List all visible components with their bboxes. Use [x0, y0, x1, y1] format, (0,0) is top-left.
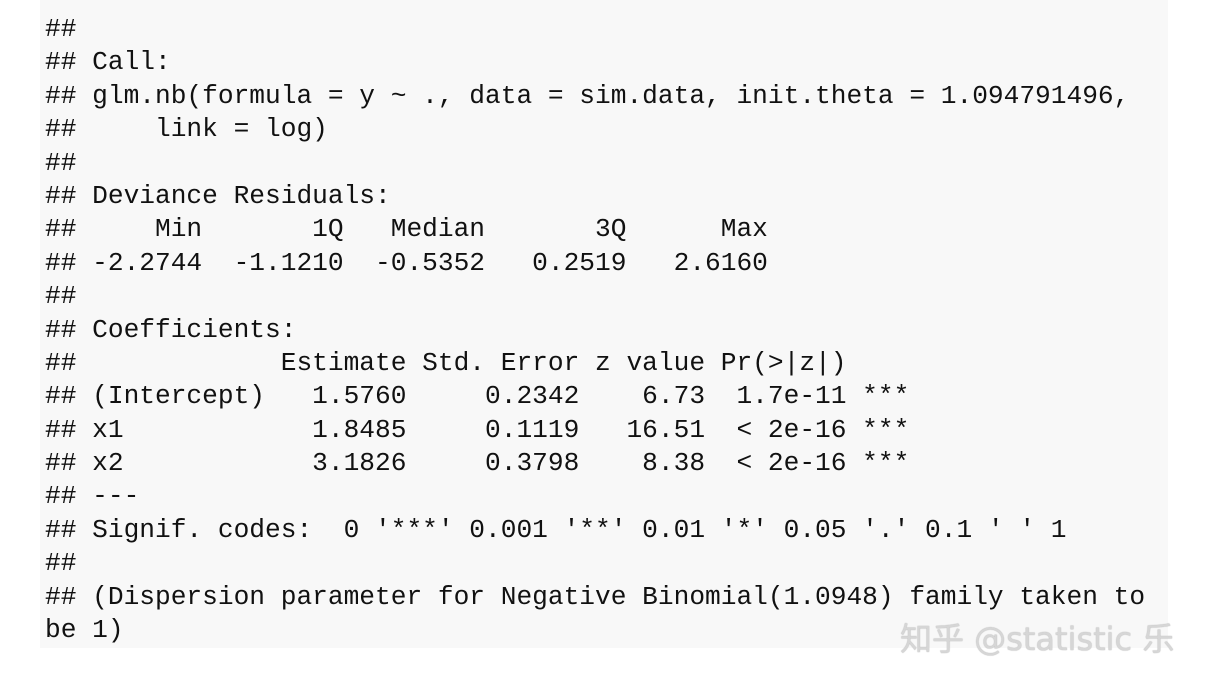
code-line: ## x2 3.1826 0.3798 8.38 < 2e-16 ***	[45, 448, 910, 479]
code-line: ## (Dispersion parameter for Negative Bi…	[45, 581, 1146, 612]
code-line: be 1)	[45, 615, 124, 646]
code-line: ## Signif. codes: 0 '***' 0.001 '**' 0.0…	[45, 514, 1067, 545]
code-line: ##	[45, 147, 77, 178]
watermark: 知乎 @statistic 乐	[900, 620, 1175, 658]
code-line: ##	[45, 281, 77, 312]
code-line: ## -2.2744 -1.1210 -0.5352 0.2519 2.6160	[45, 247, 800, 278]
code-line: ## Deviance Residuals:	[45, 180, 407, 211]
code-line: ## link = log)	[45, 114, 328, 145]
code-block	[40, 0, 1168, 648]
code-line: ##	[45, 548, 77, 579]
code-line: ## Coefficients:	[45, 314, 297, 345]
code-line: ## Call:	[45, 47, 171, 78]
code-line: ## x1 1.8485 0.1119 16.51 < 2e-16 ***	[45, 414, 910, 445]
code-line: ## Min 1Q Median 3Q Max	[45, 214, 800, 245]
code-line: ## glm.nb(formula = y ~ ., data = sim.da…	[45, 80, 1146, 111]
code-line: ## Estimate Std. Error z value Pr(>|z|)	[45, 347, 910, 378]
code-output: ## ## Call: ## glm.nb(formula = y ~ ., dat…	[45, 13, 1145, 647]
code-line: ## ---	[45, 481, 140, 512]
code-line: ##	[45, 14, 77, 44]
code-line: ## (Intercept) 1.5760 0.2342 6.73 1.7e-1…	[45, 381, 910, 412]
